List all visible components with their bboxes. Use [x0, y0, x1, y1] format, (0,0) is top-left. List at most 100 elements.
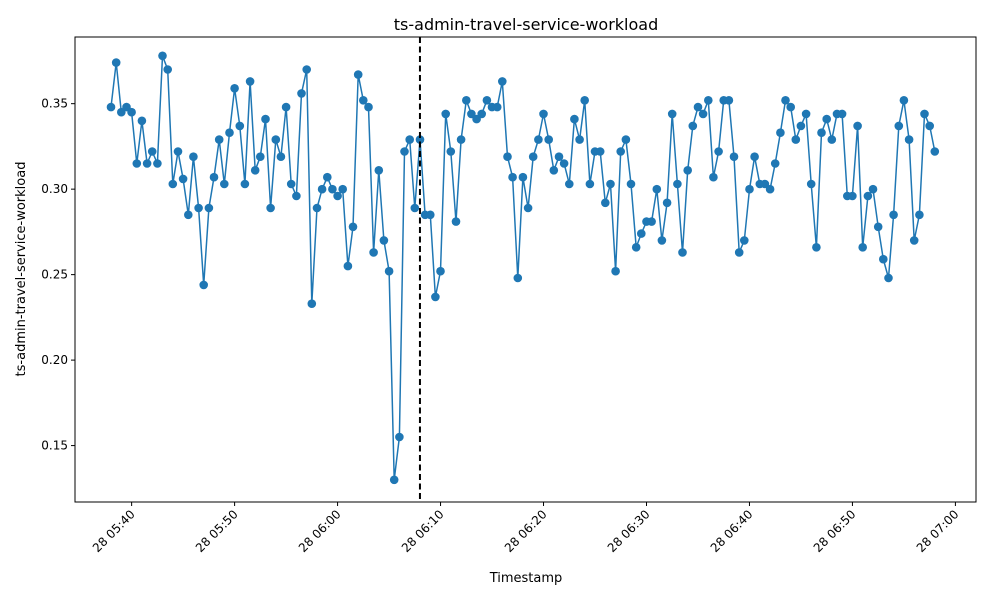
data-point [441, 109, 451, 119]
data-point [446, 147, 456, 156]
chart-title: ts-admin-travel-service-workload [394, 15, 658, 34]
data-point [925, 121, 934, 131]
data-point [266, 203, 275, 213]
data-point [781, 96, 790, 105]
data-point [369, 248, 378, 257]
data-point [132, 159, 142, 168]
y-tick-label: 0.20 [41, 353, 68, 367]
data-point [194, 203, 203, 213]
data-point [364, 102, 373, 112]
data-point [199, 280, 208, 290]
data-point [281, 102, 291, 112]
data-point [657, 236, 667, 245]
data-point [271, 135, 281, 144]
data-point [858, 243, 867, 252]
data-point [389, 475, 399, 485]
data-point [920, 109, 929, 119]
data-point [817, 128, 826, 137]
data-point [250, 166, 260, 175]
y-axis-label: ts-admin-travel-service-workload [14, 162, 29, 377]
data-point [673, 179, 682, 189]
data-point [255, 152, 265, 161]
data-point [678, 248, 687, 257]
data-point [585, 179, 595, 189]
data-point [559, 159, 569, 168]
data-point [528, 152, 538, 161]
data-point [801, 109, 811, 119]
data-point [508, 172, 517, 182]
data-point [786, 102, 795, 112]
data-point [178, 174, 188, 184]
data-point [750, 152, 759, 161]
data-point [688, 121, 698, 131]
data-point [456, 135, 466, 144]
data-point [698, 109, 708, 119]
data-point [709, 172, 718, 182]
data-point [348, 222, 358, 232]
data-point [436, 266, 445, 276]
data-point [467, 109, 476, 119]
data-point [724, 96, 734, 105]
data-point [606, 179, 615, 189]
data-point [173, 147, 183, 156]
data-point [220, 179, 229, 189]
data-point [240, 179, 250, 189]
data-point [189, 152, 198, 161]
data-point [837, 109, 847, 119]
data-point [621, 135, 631, 144]
data-point [904, 135, 914, 144]
data-point [616, 147, 625, 156]
data-point [297, 89, 306, 98]
data-point [930, 147, 940, 156]
data-point [142, 159, 152, 168]
data-point [894, 121, 904, 131]
data-point [534, 135, 543, 144]
data-point [286, 179, 296, 189]
data-point [637, 229, 646, 238]
data-point [879, 254, 888, 264]
data-point [235, 121, 245, 131]
data-point [601, 198, 610, 208]
data-point [693, 102, 703, 112]
data-point [312, 203, 322, 213]
data-point [451, 217, 461, 226]
data-point [565, 179, 574, 189]
data-point [827, 135, 837, 144]
data-point [328, 184, 337, 194]
data-point [662, 198, 672, 208]
data-point [806, 179, 816, 189]
data-point [704, 96, 713, 105]
data-point [225, 128, 234, 137]
y-tick-label: 0.35 [41, 97, 68, 111]
data-point [740, 236, 749, 245]
data-point [631, 243, 641, 252]
data-point [426, 210, 435, 220]
data-point [302, 65, 312, 74]
data-point [147, 147, 157, 156]
data-point [168, 179, 178, 189]
data-point [853, 121, 862, 131]
data-point [791, 135, 801, 144]
data-point [822, 114, 831, 124]
data-point [683, 166, 692, 175]
data-point [554, 152, 564, 161]
data-point [570, 114, 579, 124]
data-point [492, 102, 502, 112]
data-point [513, 273, 523, 283]
data-point [575, 135, 584, 144]
data-point [153, 159, 162, 168]
data-point [307, 299, 317, 309]
data-point [580, 96, 589, 105]
data-point [163, 65, 172, 74]
y-tick-label: 0.30 [41, 182, 68, 196]
data-point [889, 210, 898, 220]
data-point [498, 77, 507, 86]
data-point [909, 236, 919, 245]
data-point [111, 58, 121, 67]
data-point [410, 203, 420, 213]
data-point [245, 77, 255, 86]
data-point [261, 114, 270, 124]
data-point [323, 172, 332, 182]
